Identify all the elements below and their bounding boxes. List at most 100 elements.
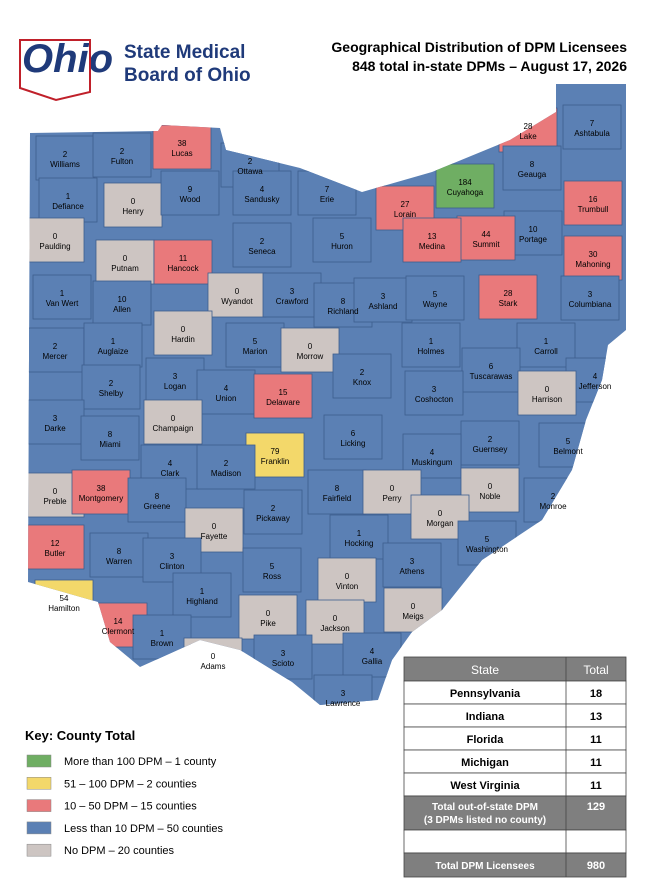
- county-name: Belmont: [553, 447, 583, 456]
- county-name: Clermont: [102, 627, 135, 636]
- county-name: Paulding: [39, 242, 70, 251]
- county: [435, 163, 495, 209]
- logo-outline: [19, 39, 91, 102]
- county: [280, 327, 340, 373]
- county: [456, 215, 516, 261]
- county-count: 8: [117, 547, 122, 556]
- table-header: Total: [583, 663, 608, 677]
- county: [307, 469, 367, 515]
- county-count: 3: [341, 689, 346, 698]
- county: [329, 514, 389, 560]
- county-name: Van Wert: [46, 299, 79, 308]
- county-count: 15: [279, 388, 288, 397]
- county-count: 0: [438, 509, 443, 518]
- county: [562, 104, 622, 150]
- county-name: Trumbull: [578, 205, 609, 214]
- county-count: 0: [181, 325, 186, 334]
- county: [89, 532, 149, 578]
- county-count: 1: [160, 629, 165, 638]
- county: [232, 222, 292, 268]
- county-name: Miami: [99, 440, 121, 449]
- county-name: Muskingum: [412, 458, 453, 467]
- county: [172, 572, 232, 618]
- county-name: Noble: [480, 492, 501, 501]
- county-name: Vinton: [336, 582, 359, 591]
- key-label: 51 – 100 DPM – 2 counties: [64, 778, 197, 790]
- county: [516, 322, 576, 368]
- table-header: State: [471, 663, 499, 677]
- table-row: [403, 829, 627, 854]
- county-count: 2: [260, 237, 265, 246]
- county-name: Cuyahoga: [447, 188, 484, 197]
- county-count: 2: [360, 368, 365, 377]
- county-name: Mahoning: [575, 260, 610, 269]
- county-count: 11: [179, 254, 188, 263]
- county-count: 3: [173, 372, 178, 381]
- state-total: 11: [590, 757, 602, 769]
- county-name: Logan: [164, 382, 186, 391]
- county-count: 0: [266, 609, 271, 618]
- county-name: Allen: [113, 305, 131, 314]
- county-count: 14: [114, 617, 123, 626]
- county-name: Harrison: [532, 395, 562, 404]
- county-name: Mercer: [43, 352, 68, 361]
- county-count: 0: [53, 487, 58, 496]
- county: [353, 277, 413, 323]
- county-name: Lorain: [394, 210, 416, 219]
- county-count: 8: [341, 297, 346, 306]
- key-swatch: [26, 754, 52, 768]
- county: [317, 557, 377, 603]
- state-name: West Virginia: [450, 780, 520, 792]
- county-count: 44: [482, 230, 491, 239]
- county-count: 2: [224, 459, 229, 468]
- county-count: 6: [351, 429, 356, 438]
- county-name: Warren: [106, 557, 132, 566]
- county: [28, 327, 85, 373]
- out-of-state-label: Total out-of-state DPM: [432, 802, 538, 813]
- county-count: 0: [131, 197, 136, 206]
- key-swatch: [26, 821, 52, 835]
- county-name: Stark: [499, 299, 519, 308]
- county-name: Huron: [331, 242, 353, 251]
- county-name: Lawrence: [326, 699, 361, 708]
- total-value: 980: [587, 860, 605, 872]
- county-name: Pickaway: [256, 514, 290, 523]
- county-name: Greene: [144, 502, 171, 511]
- county-count: 3: [290, 287, 295, 296]
- county-count: 1: [544, 337, 549, 346]
- county-count: 13: [428, 232, 437, 241]
- county-count: 38: [97, 484, 106, 493]
- state-name: Michigan: [461, 757, 509, 769]
- county: [404, 370, 464, 416]
- key-label: No DPM – 20 counties: [64, 845, 175, 857]
- county: [262, 272, 322, 318]
- county-name: Hocking: [345, 539, 374, 548]
- county: [323, 414, 383, 460]
- county-name: Champaign: [153, 424, 194, 433]
- county-count: 0: [235, 287, 240, 296]
- table-row: [403, 795, 627, 831]
- county-count: 4: [224, 384, 229, 393]
- county-name: Defiance: [52, 202, 84, 211]
- county-name: Hancock: [167, 264, 199, 273]
- county-count: 54: [60, 594, 69, 603]
- county-count: 4: [260, 185, 265, 194]
- county-name: Tuscarawas: [470, 372, 513, 381]
- county-count: 7: [590, 119, 595, 128]
- county-name: Athens: [400, 567, 425, 576]
- county-name: Darke: [44, 424, 66, 433]
- county-name: Lucas: [171, 149, 192, 158]
- county: [405, 275, 465, 321]
- county-name: Hardin: [171, 335, 195, 344]
- county-name: Butler: [45, 549, 66, 558]
- county-count: 4: [430, 448, 435, 457]
- state-name: Florida: [467, 734, 505, 746]
- subtitle: 848 total in-state DPMs – August 17, 202…: [352, 58, 627, 74]
- county-name: Portage: [519, 235, 548, 244]
- county-count: 10: [118, 295, 127, 304]
- county-count: 4: [593, 372, 598, 381]
- county-count: 0: [53, 232, 58, 241]
- county-name: Delaware: [266, 398, 300, 407]
- county-name: Auglaize: [98, 347, 129, 356]
